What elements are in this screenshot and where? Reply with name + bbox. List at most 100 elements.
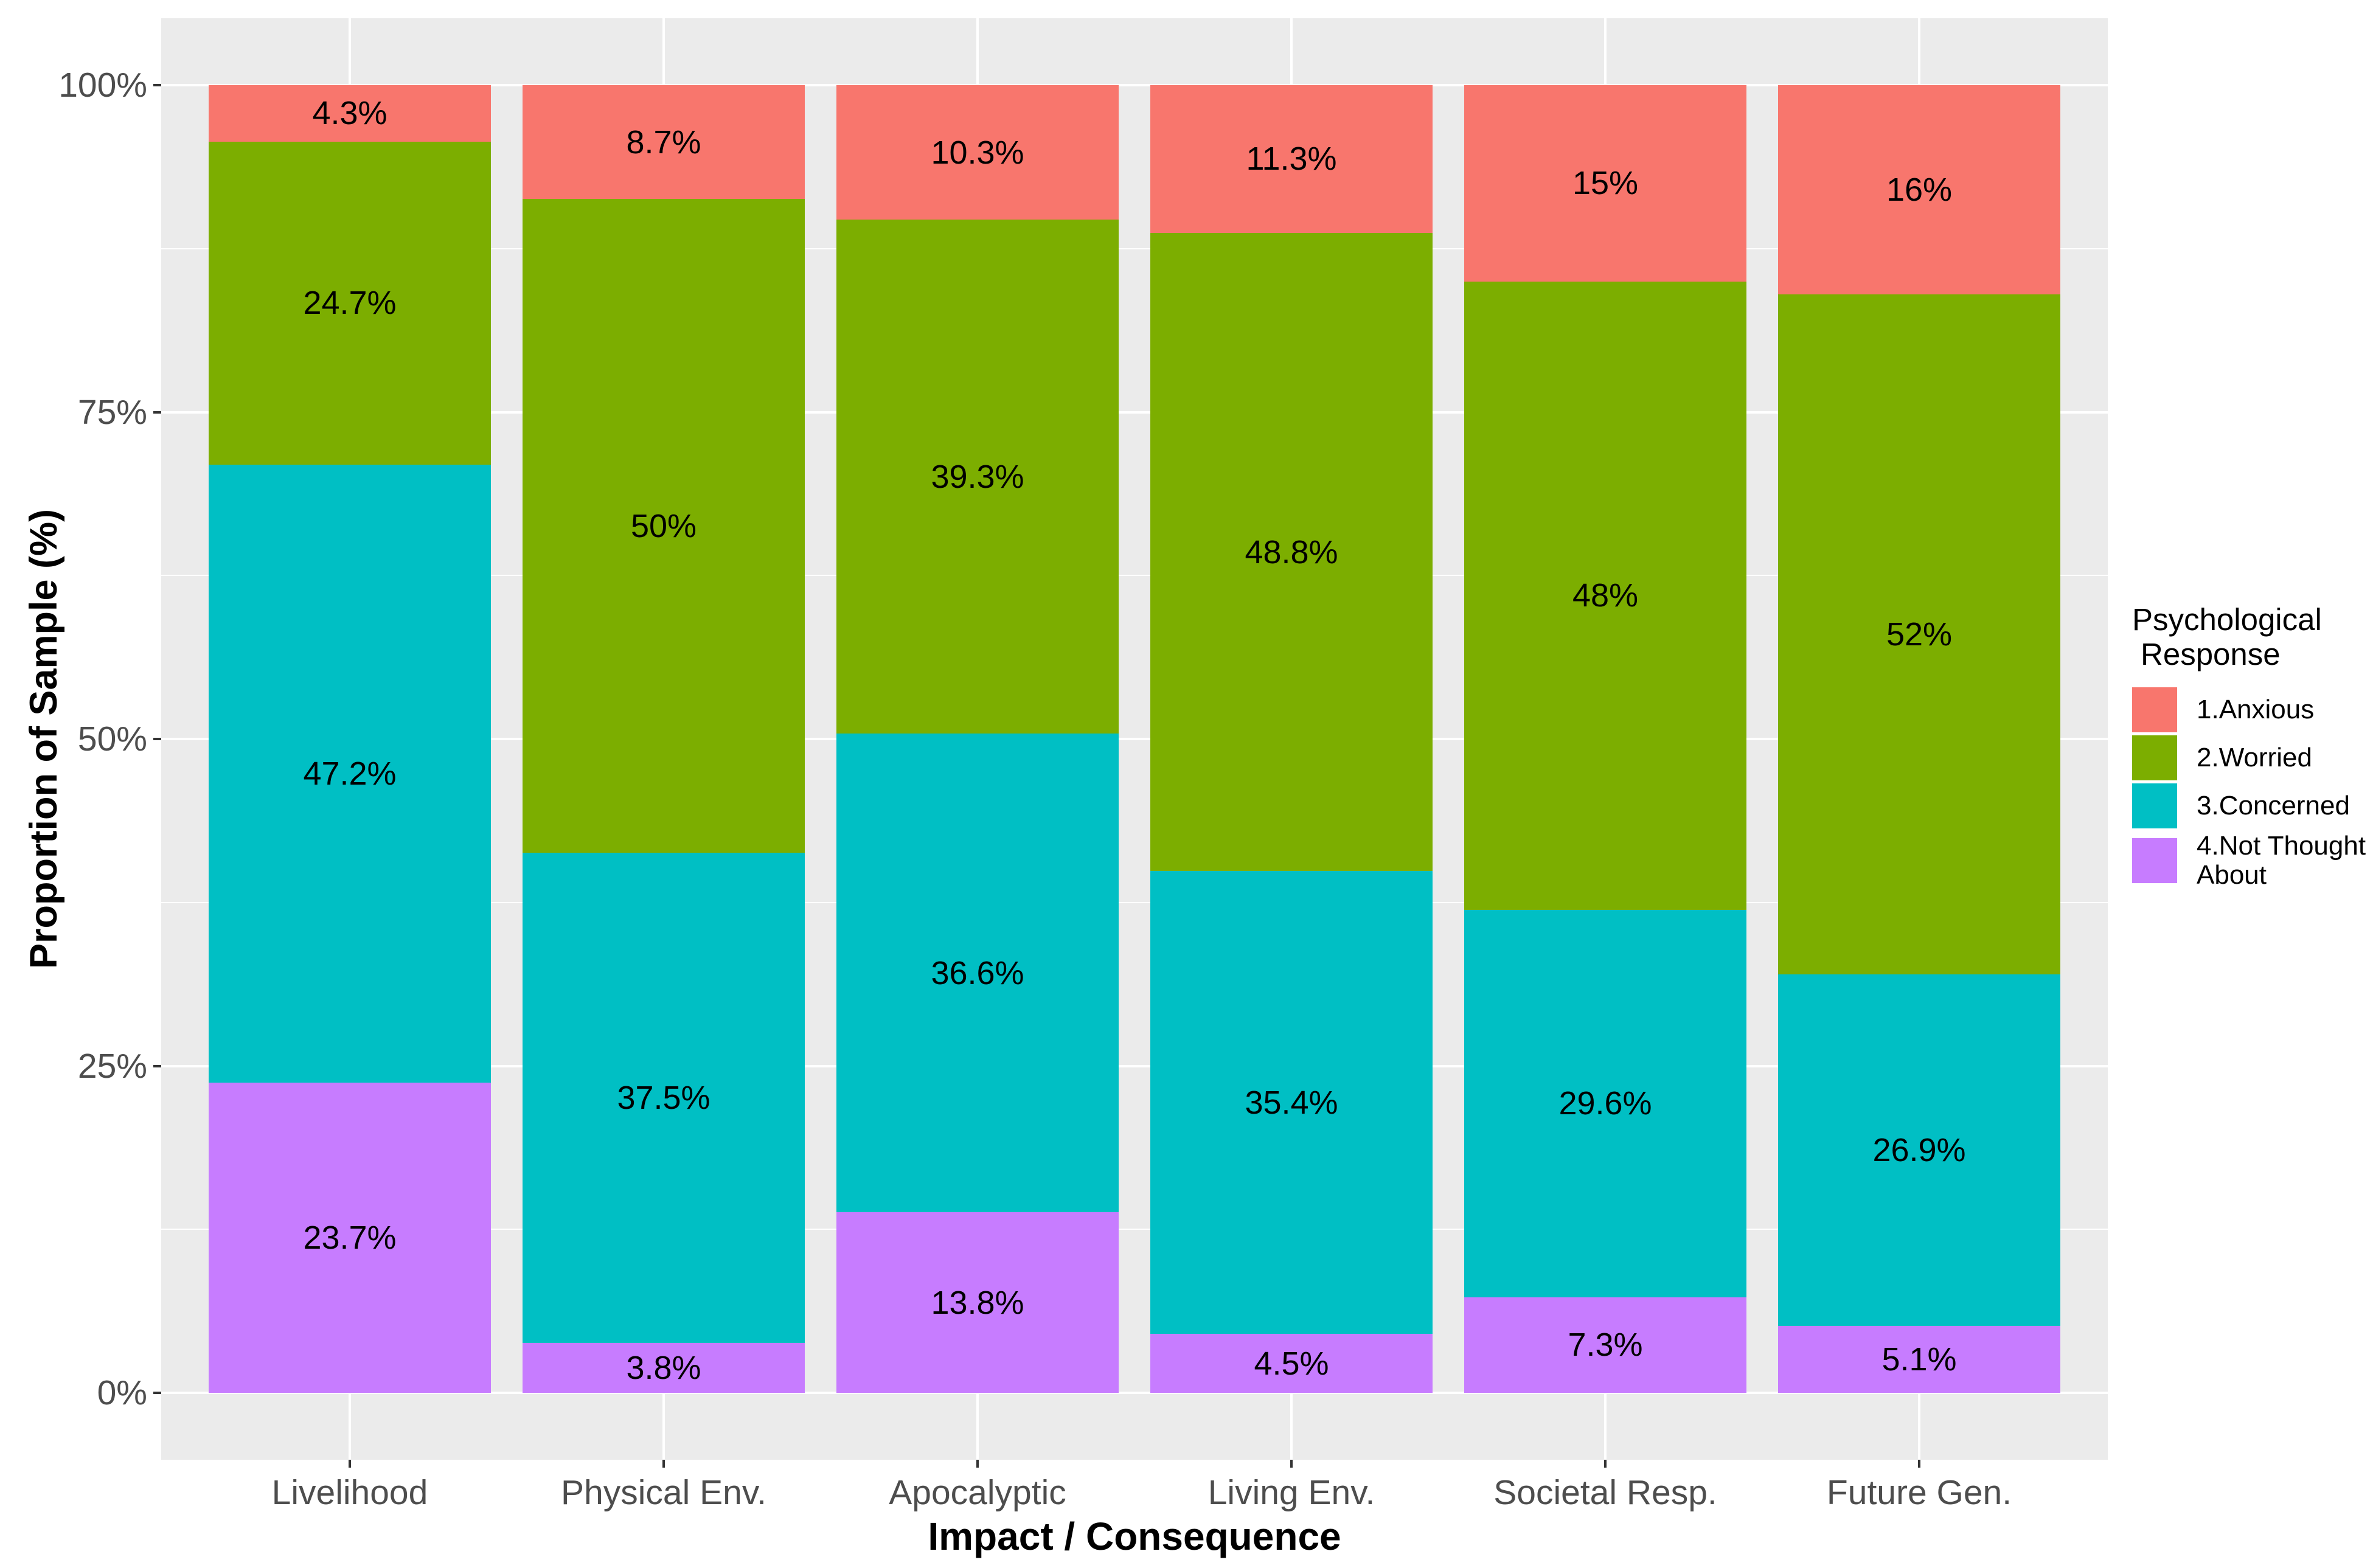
- legend-key-swatch: [2132, 735, 2177, 780]
- legend-item: 4.Not Thought About: [2132, 831, 2373, 890]
- bar-segment-label: 5.1%: [1881, 1341, 1957, 1378]
- minor-gridline: [161, 248, 2108, 249]
- y-tick-label: 100%: [58, 66, 147, 105]
- x-axis-tick: [662, 1460, 665, 1468]
- legend-item-label: 4.Not Thought About: [2197, 831, 2366, 890]
- bar-segment: 50%: [523, 199, 805, 853]
- bar-segment-label: 10.3%: [931, 134, 1024, 171]
- bar-segment-label: 8.7%: [626, 123, 701, 161]
- bar-segment: 5.1%: [1778, 1326, 2060, 1393]
- bar-segment-label: 48.8%: [1245, 533, 1338, 571]
- bar-segment-label: 4.5%: [1254, 1345, 1329, 1382]
- bar-segment: 16%: [1778, 85, 2060, 294]
- bar-segment-label: 50%: [630, 507, 697, 544]
- bar-segment: 4.3%: [209, 85, 491, 142]
- minor-gridline: [161, 575, 2108, 577]
- bar-segment: 48.8%: [1150, 232, 1433, 872]
- x-tick-label: Living Env.: [1207, 1473, 1375, 1512]
- legend-item-label: 2.Worried: [2197, 743, 2312, 772]
- bar-segment: 35.4%: [1150, 871, 1433, 1334]
- x-axis-tick: [976, 1460, 979, 1468]
- x-axis-tick: [349, 1460, 351, 1468]
- plot-panel: 4.3% 24.7% 47.2% 23.7% 8.7% 50% 37.5% 3.8% 10.3%…: [161, 18, 2108, 1460]
- legend-title: Psychological Response: [2132, 602, 2373, 671]
- legend-key-swatch: [2132, 783, 2177, 828]
- legend-item: 2.Worried: [2132, 735, 2373, 780]
- bar-segment: 3.8%: [523, 1343, 805, 1393]
- bar-future-gen: 16% 52% 26.9% 5.1%: [1778, 85, 2060, 1393]
- bar-segment-label: 37.5%: [617, 1080, 711, 1117]
- bar-segment: 24.7%: [209, 141, 491, 465]
- major-gridline: [161, 1392, 2108, 1394]
- legend: Psychological Response 1.Anxious 2.Worrie…: [2132, 602, 2373, 893]
- bar-segment: 15%: [1464, 85, 1746, 282]
- x-tick-label: Future Gen.: [1826, 1473, 2012, 1512]
- x-tick-label: Physical Env.: [561, 1473, 766, 1512]
- bar-segment: 13.8%: [836, 1212, 1119, 1393]
- bar-segment: 48%: [1464, 281, 1746, 910]
- legend-items: 1.Anxious 2.Worried 3.Concerned 4.Not Thoug…: [2132, 687, 2373, 890]
- bar-apocalyptic: 10.3% 39.3% 36.6% 13.8%: [836, 85, 1119, 1393]
- bar-segment-label: 7.3%: [1568, 1327, 1643, 1364]
- bar-segment-label: 16%: [1886, 172, 1953, 208]
- bar-livelihood: 4.3% 24.7% 47.2% 23.7%: [209, 85, 491, 1393]
- bar-segment: 23.7%: [209, 1082, 491, 1393]
- bar-segment: 36.6%: [836, 734, 1119, 1213]
- legend-item: 3.Concerned: [2132, 783, 2373, 828]
- bar-segment: 26.9%: [1778, 974, 2060, 1327]
- x-tick-label: Apocalyptic: [889, 1473, 1066, 1512]
- bar-segment-label: 24.7%: [303, 285, 397, 322]
- bar-segment: 10.3%: [836, 85, 1119, 220]
- x-axis-tick: [1290, 1460, 1293, 1468]
- bar-segment-label: 48%: [1572, 577, 1639, 614]
- x-axis-tick: [1918, 1460, 1920, 1468]
- legend-key-swatch: [2132, 687, 2177, 732]
- y-tick-label: 75%: [77, 392, 147, 432]
- legend-item-label: 1.Anxious: [2197, 695, 2315, 724]
- legend-title-line2: Response: [2141, 637, 2281, 671]
- bar-segment-label: 13.8%: [931, 1284, 1024, 1321]
- y-tick-label: 50%: [77, 720, 147, 758]
- bar-segment-label: 36.6%: [931, 954, 1024, 991]
- bar-segment-label: 52%: [1886, 616, 1953, 653]
- bar-segment: 37.5%: [523, 853, 805, 1344]
- major-gridline: [161, 1064, 2108, 1067]
- minor-gridline: [161, 1229, 2108, 1230]
- bar-segment-label: 15%: [1572, 165, 1639, 202]
- bar-segment-label: 3.8%: [626, 1350, 701, 1387]
- y-tick-label: 25%: [77, 1046, 147, 1086]
- bar-societal-resp: 15% 48% 29.6% 7.3%: [1464, 85, 1746, 1393]
- bar-segment-label: 35.4%: [1245, 1084, 1338, 1121]
- bar-segment-label: 4.3%: [312, 95, 387, 132]
- bar-segment: 7.3%: [1464, 1297, 1746, 1393]
- x-axis-title: Impact / Consequence: [928, 1514, 1341, 1558]
- major-gridline: [161, 411, 2108, 414]
- bar-segment: 52%: [1778, 294, 2060, 974]
- legend-key-swatch: [2132, 838, 2177, 883]
- legend-title-line1: Psychological: [2132, 602, 2322, 637]
- bar-segment-label: 39.3%: [931, 458, 1024, 495]
- bar-segment-label: 47.2%: [303, 755, 397, 793]
- bar-segment-label: 23.7%: [303, 1219, 397, 1256]
- x-tick-label: Livelihood: [271, 1473, 428, 1512]
- bar-segment: 11.3%: [1150, 85, 1433, 233]
- y-axis-tick: [153, 411, 161, 414]
- major-gridline: [161, 84, 2108, 86]
- x-tick-label: Societal Resp.: [1493, 1473, 1717, 1512]
- y-axis-tick: [153, 1392, 161, 1394]
- bar-segment-label: 26.9%: [1872, 1132, 1966, 1169]
- minor-gridline: [161, 901, 2108, 903]
- bar-segment: 39.3%: [836, 220, 1119, 734]
- bar-segment: 29.6%: [1464, 909, 1746, 1297]
- bar-segment: 47.2%: [209, 465, 491, 1083]
- x-axis-tick: [1604, 1460, 1607, 1468]
- bar-segment: 4.5%: [1150, 1334, 1433, 1393]
- bar-physical-env: 8.7% 50% 37.5% 3.8%: [523, 85, 805, 1393]
- y-tick-label: 0%: [97, 1373, 147, 1412]
- y-axis-tick: [153, 84, 161, 86]
- bar-segment: 8.7%: [523, 85, 805, 199]
- bar-segment-label: 11.3%: [1246, 140, 1337, 178]
- y-axis-tick: [153, 1064, 161, 1067]
- legend-item: 1.Anxious: [2132, 687, 2373, 732]
